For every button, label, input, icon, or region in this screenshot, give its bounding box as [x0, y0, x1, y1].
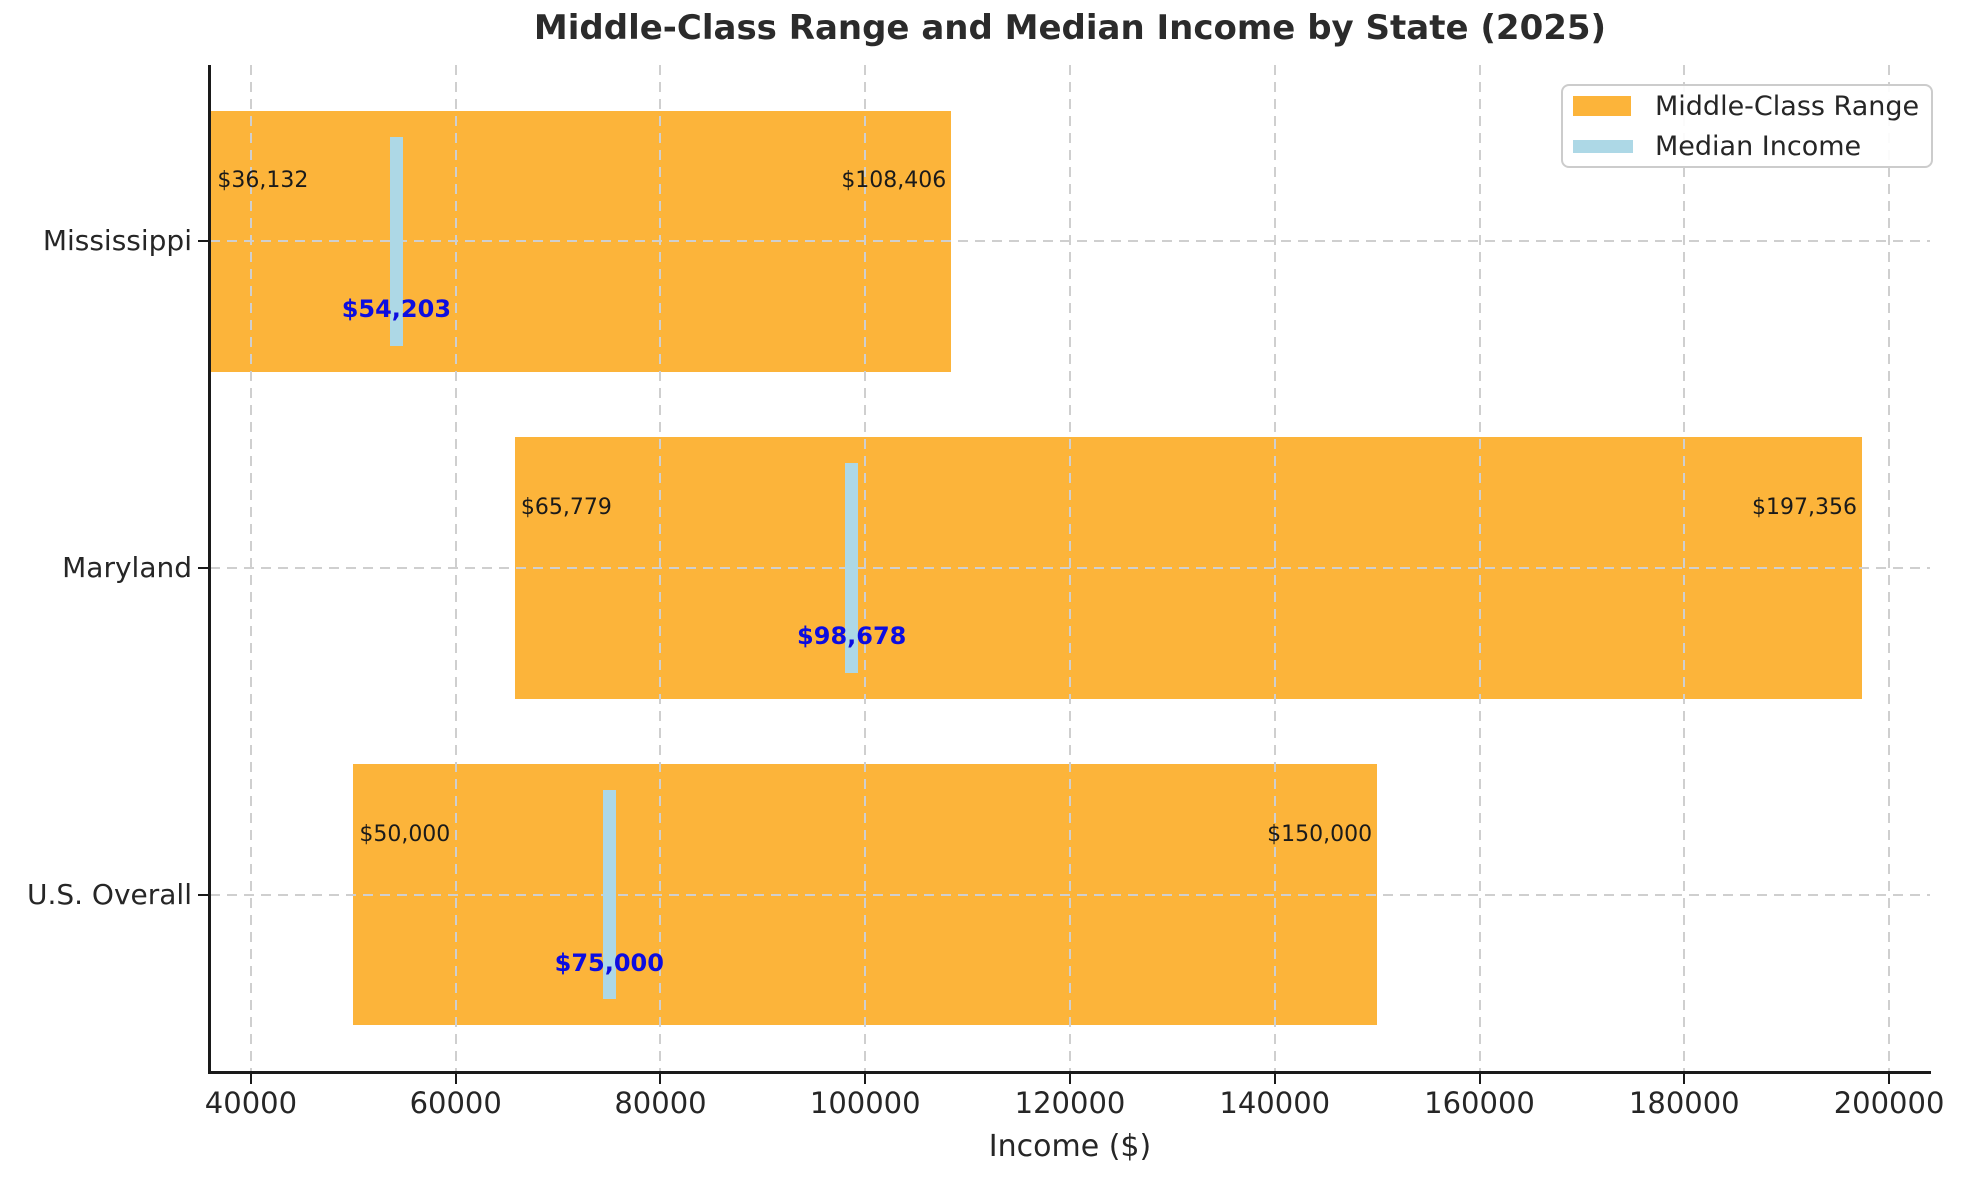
x-axis-label: Income ($) — [988, 1129, 1152, 1164]
x-tick-mark — [864, 1073, 867, 1084]
y-tick-mark — [198, 240, 210, 243]
x-tick-mark — [659, 1073, 662, 1084]
x-tick-mark — [1273, 1073, 1276, 1084]
legend-item: Median Income — [1573, 126, 1931, 166]
median-tick — [845, 463, 859, 673]
range-low-label: $50,000 — [359, 821, 451, 847]
y-tick-mark — [198, 893, 210, 896]
gridline-h — [210, 567, 1930, 569]
median-value-label: $98,678 — [797, 622, 907, 650]
x-tick-mark — [454, 1073, 457, 1084]
range-low-label: $65,779 — [520, 495, 612, 520]
legend-label: Median Income — [1655, 130, 1862, 162]
x-tick-label: 200000 — [1833, 1086, 1945, 1120]
x-tick-label: 80000 — [614, 1086, 707, 1120]
legend-item: Middle-Class Range — [1573, 86, 1931, 126]
legend: Middle-Class Range Median Income — [1561, 84, 1933, 168]
x-tick-mark — [249, 1073, 252, 1084]
x-tick-mark — [1069, 1073, 1071, 1084]
y-axis-category-label: Maryland — [62, 551, 192, 584]
x-tick-label: 160000 — [1424, 1086, 1535, 1120]
left-spine — [208, 65, 211, 1074]
gridline-h — [210, 240, 1930, 243]
median-value-label: $54,203 — [341, 295, 452, 324]
range-low-label: $36,132 — [217, 168, 309, 194]
x-tick-label: 140000 — [1219, 1086, 1331, 1120]
legend-swatch-median-icon — [1573, 139, 1633, 153]
gridline-h — [210, 893, 1930, 896]
legend-swatch-range-icon — [1573, 96, 1631, 116]
x-tick-label: 100000 — [809, 1086, 921, 1120]
y-axis-category-label: Mississippi — [42, 224, 192, 258]
x-tick-label: 180000 — [1628, 1086, 1740, 1120]
x-tick-label: 60000 — [409, 1086, 502, 1120]
x-tick-mark — [1888, 1073, 1891, 1084]
x-tick-mark — [1683, 1073, 1686, 1084]
range-high-label: $150,000 — [1267, 821, 1373, 847]
x-tick-label: 120000 — [1014, 1086, 1126, 1120]
median-tick — [602, 790, 616, 1000]
legend-label: Middle-Class Range — [1655, 90, 1920, 122]
x-tick-label: 40000 — [204, 1086, 298, 1120]
y-tick-mark — [198, 567, 210, 569]
median-value-label: $75,000 — [554, 948, 664, 977]
median-tick — [389, 136, 403, 346]
x-tick-mark — [1478, 1073, 1481, 1084]
range-high-label: $108,406 — [841, 168, 947, 194]
y-axis-category-label: U.S. Overall — [26, 877, 192, 911]
bottom-spine — [208, 1071, 1931, 1074]
chart-title: Middle-Class Range and Median Income by … — [533, 8, 1607, 48]
range-high-label: $197,356 — [1751, 495, 1857, 520]
